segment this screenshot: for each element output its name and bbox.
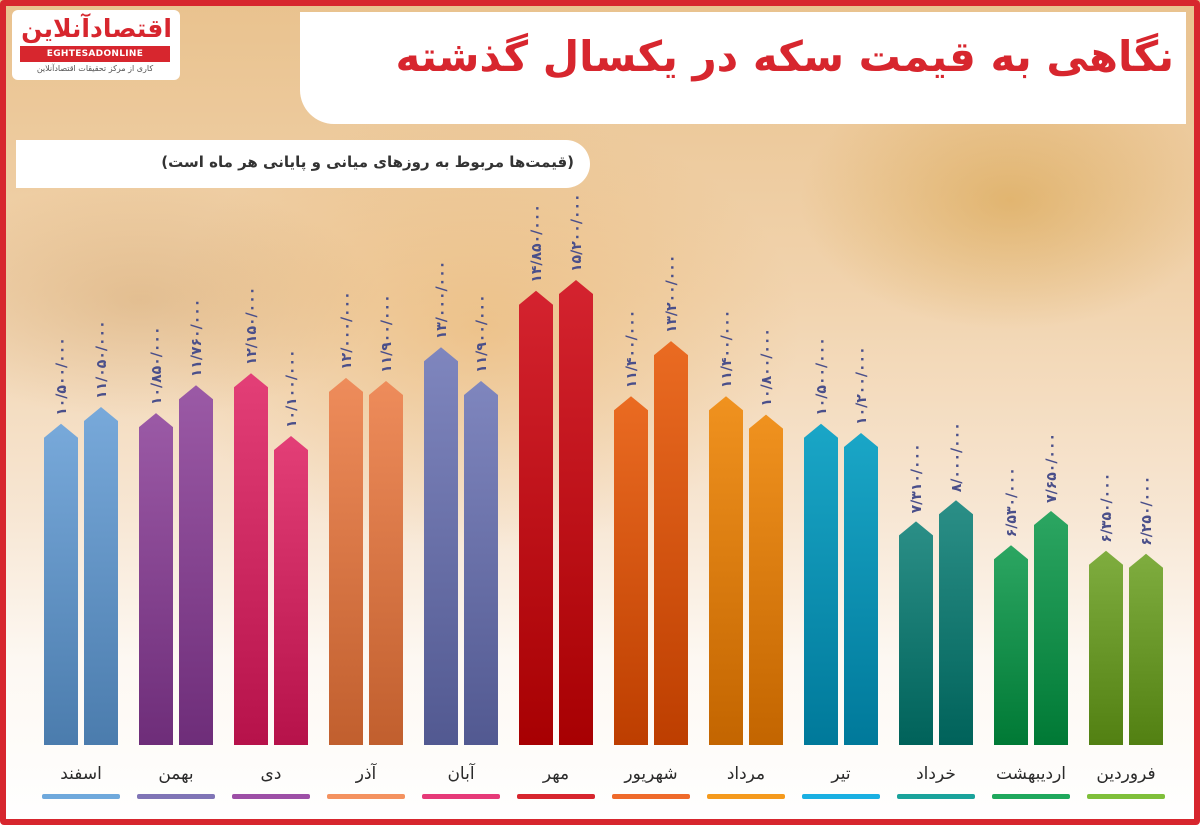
month-underline [327,794,405,799]
bar-value-label: ۶/۵۳۰/۰۰۰ [1004,467,1020,537]
bar-value-label: ۱۰/۵۰۰/۰۰۰ [814,337,830,416]
bar-value-label: ۱۰/۵۰۰/۰۰۰ [54,337,70,416]
bar-9-1 [329,377,363,745]
logo-latin-text: EGHTESADONLINE [20,46,170,62]
bar-6-2 [654,341,688,745]
bar-value-label: ۷/۳۱۰/۰۰۰ [909,443,925,513]
bar-value-label: ۱۰/۸۵۰/۰۰۰ [149,326,165,405]
bar-11-1 [139,413,173,745]
bar-value-label: ۱۱/۷۶۰/۰۰۰ [189,299,205,378]
bar-value-label: ۶/۳۵۰/۰۰۰ [1099,473,1115,543]
month-underline [42,794,120,799]
month-label: مهر [542,764,569,784]
month-label: دی [261,764,282,784]
bar-value-label: ۷/۶۵۰/۰۰۰ [1044,433,1060,503]
month-label: خرداد [916,764,956,784]
page-title: نگاهی به قیمت سکه در یکسال گذشته [395,32,1175,81]
bar-11-2 [179,385,213,745]
bar-value-label: ۱۴/۸۵۰/۰۰۰ [529,204,545,283]
logo-tagline: کاری از مرکز تحقیقات اقتصادآنلاین [36,64,154,73]
note-panel: (قیمت‌ها مربوط به روزهای میانی و پایانی … [16,140,590,188]
month-underline [1087,794,1165,799]
bar-12-1 [44,423,78,745]
bar-value-label: ۱۳/۰۰۰/۰۰۰ [434,261,450,340]
bar-8-1 [424,347,458,745]
bar-12-2 [84,406,118,745]
month-label: اردیبهشت [996,764,1066,784]
bar-5-2 [749,414,783,745]
bar-value-label: ۱۱/۰۵۰/۰۰۰ [94,320,110,399]
bar-7-1 [519,290,553,745]
bar-value-label: ۱۱/۹۰۰/۰۰۰ [379,294,395,373]
bar-value-label: ۱۱/۴۰۰/۰۰۰ [719,310,735,389]
logo-brand-text: اقتصادآنلاین [21,14,172,43]
bar-8-2 [464,380,498,745]
month-underline [612,794,690,799]
bar-value-label: ۱۵/۲۰۰/۰۰۰ [569,193,585,272]
bar-3-2 [939,500,973,745]
month-label: تیر [830,764,851,784]
month-label: اسفند [60,764,102,784]
bar-10-2 [274,436,308,745]
month-underline [422,794,500,799]
bar-value-label: ۱۰/۲۰۰/۰۰۰ [854,346,870,425]
month-underline [802,794,880,799]
month-underline [992,794,1070,799]
bar-value-label: ۶/۲۵۰/۰۰۰ [1139,476,1155,546]
bar-4-1 [804,423,838,745]
month-label: آذر [355,762,378,784]
bar-1-2 [1129,553,1163,745]
month-underline [517,794,595,799]
month-label: بهمن [158,764,193,784]
bar-value-label: ۱۱/۹۰۰/۰۰۰ [474,294,490,373]
month-label: فروردین [1096,764,1155,784]
bar-value-label: ۱۱/۴۰۰/۰۰۰ [624,310,640,389]
bar-2-2 [1034,510,1068,745]
bar-2-1 [994,545,1028,745]
month-underline [897,794,975,799]
month-underline [707,794,785,799]
site-logo[interactable]: اقتصادآنلاین EGHTESADONLINE کاری از مرکز… [12,10,180,80]
bar-value-label: ۱۳/۲۰۰/۰۰۰ [664,255,680,334]
chart-note: (قیمت‌ها مربوط به روزهای میانی و پایانی … [161,153,574,171]
bar-value-label: ۱۲/۱۵۰/۰۰۰ [244,287,260,366]
title-panel: نگاهی به قیمت سکه در یکسال گذشته [300,12,1186,124]
month-label: آبان [447,762,475,784]
bar-value-label: ۱۰/۱۰۰/۰۰۰ [284,349,300,428]
month-underline [232,794,310,799]
month-label: مرداد [727,764,765,784]
month-label: شهریور [623,764,677,784]
month-underline [137,794,215,799]
bar-3-1 [899,521,933,745]
bar-4-2 [844,432,878,745]
bar-6-1 [614,396,648,745]
bar-5-1 [709,396,743,745]
bar-7-2 [559,280,593,745]
bar-9-2 [369,380,403,745]
bar-1-1 [1089,550,1123,745]
bar-value-label: ۱۰/۸۰۰/۰۰۰ [759,328,775,407]
bar-10-1 [234,373,268,745]
bar-value-label: ۸/۰۰۰/۰۰۰ [949,422,965,492]
bar-value-label: ۱۲/۰۰۰/۰۰۰ [339,291,355,370]
